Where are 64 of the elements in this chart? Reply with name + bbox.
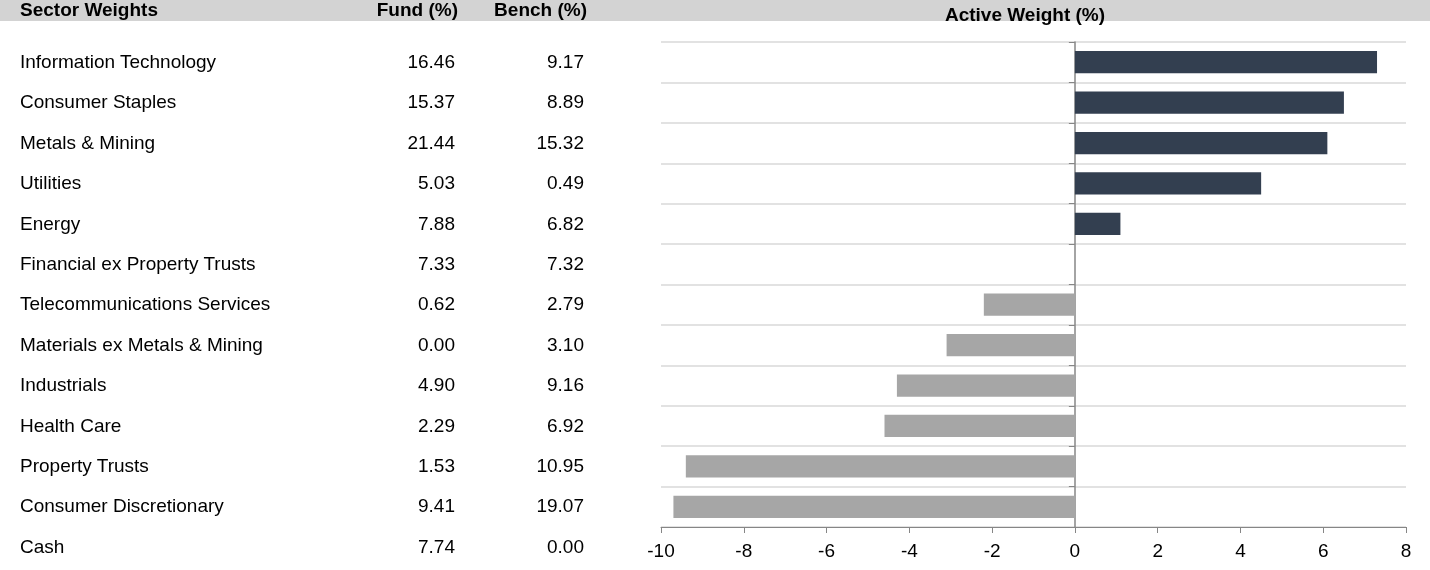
x-tick-label: -6 xyxy=(818,540,836,561)
data-label: 5.03 xyxy=(418,172,455,195)
category-label: Information Technology xyxy=(20,51,217,73)
data-label: 6.92 xyxy=(547,414,584,437)
data-label: 8.89 xyxy=(547,91,584,114)
data-label: 0.00 xyxy=(547,535,584,558)
bar xyxy=(983,293,1075,316)
text: Bench (%) xyxy=(494,0,587,21)
data-label: 2.29 xyxy=(418,414,455,437)
data-label: 9.41 xyxy=(418,495,455,518)
category-label: Cash xyxy=(20,535,65,558)
x-tick-label: -2 xyxy=(983,540,1001,561)
data-label: 2.79 xyxy=(547,293,584,316)
data-label: 21.44 xyxy=(407,131,455,154)
category-label: Materials ex Metals & Mining xyxy=(20,333,263,356)
bar xyxy=(1074,131,1328,155)
x-tick-label: 0 xyxy=(1069,540,1081,561)
bar xyxy=(1074,212,1121,235)
category-label: Industrials xyxy=(20,374,107,397)
x-tick-label: -4 xyxy=(900,540,919,561)
data-label: 19.07 xyxy=(536,495,584,518)
x-tick-label: 8 xyxy=(1400,540,1412,561)
data-label: 7.88 xyxy=(418,212,455,235)
category-label: Consumer Staples xyxy=(20,91,177,114)
data-label: 16.46 xyxy=(407,51,455,73)
bar xyxy=(673,495,1075,518)
data-label: 10.95 xyxy=(536,455,584,477)
x-tick-label: -10 xyxy=(647,540,675,561)
data-label: 7.74 xyxy=(418,535,455,558)
data-label: 7.32 xyxy=(547,253,584,275)
bar xyxy=(685,455,1075,478)
bar xyxy=(1074,51,1378,74)
data-label: 3.10 xyxy=(547,333,584,356)
bar xyxy=(1074,91,1344,114)
x-tick-label: 4 xyxy=(1235,540,1247,561)
category-label: Energy xyxy=(20,212,81,235)
data-label: 6.82 xyxy=(547,212,584,235)
text: Fund (%) xyxy=(376,0,458,21)
data-label: 0.49 xyxy=(547,172,584,195)
x-tick-label: -8 xyxy=(735,540,753,561)
category-label: Telecommunications Services xyxy=(20,293,271,316)
category-label: Metals & Mining xyxy=(20,131,156,154)
category-label: Consumer Discretionary xyxy=(20,495,224,518)
text: Sector Weights xyxy=(20,0,158,21)
x-tick-label: 6 xyxy=(1317,540,1329,561)
bar xyxy=(946,334,1075,357)
data-label: 1.53 xyxy=(418,455,455,477)
category-label: Utilities xyxy=(20,172,82,195)
category-label: Financial ex Property Trusts xyxy=(20,253,256,275)
chart-title: Active Weight (%) xyxy=(944,4,1106,25)
data-label: 0.62 xyxy=(418,293,455,316)
bar xyxy=(884,414,1075,438)
data-label: 15.37 xyxy=(407,91,455,114)
data-label: 15.32 xyxy=(536,131,584,154)
bar xyxy=(896,374,1075,397)
category-label: Health Care xyxy=(20,414,122,437)
data-label: 4.90 xyxy=(418,374,455,397)
data-label: 0.00 xyxy=(418,333,455,356)
bar xyxy=(1074,172,1262,195)
data-label: 9.16 xyxy=(547,374,584,397)
data-label: 7.33 xyxy=(418,253,455,275)
x-tick-label: 2 xyxy=(1152,540,1163,561)
data-label: 9.17 xyxy=(547,51,584,73)
category-label: Property Trusts xyxy=(20,455,149,477)
